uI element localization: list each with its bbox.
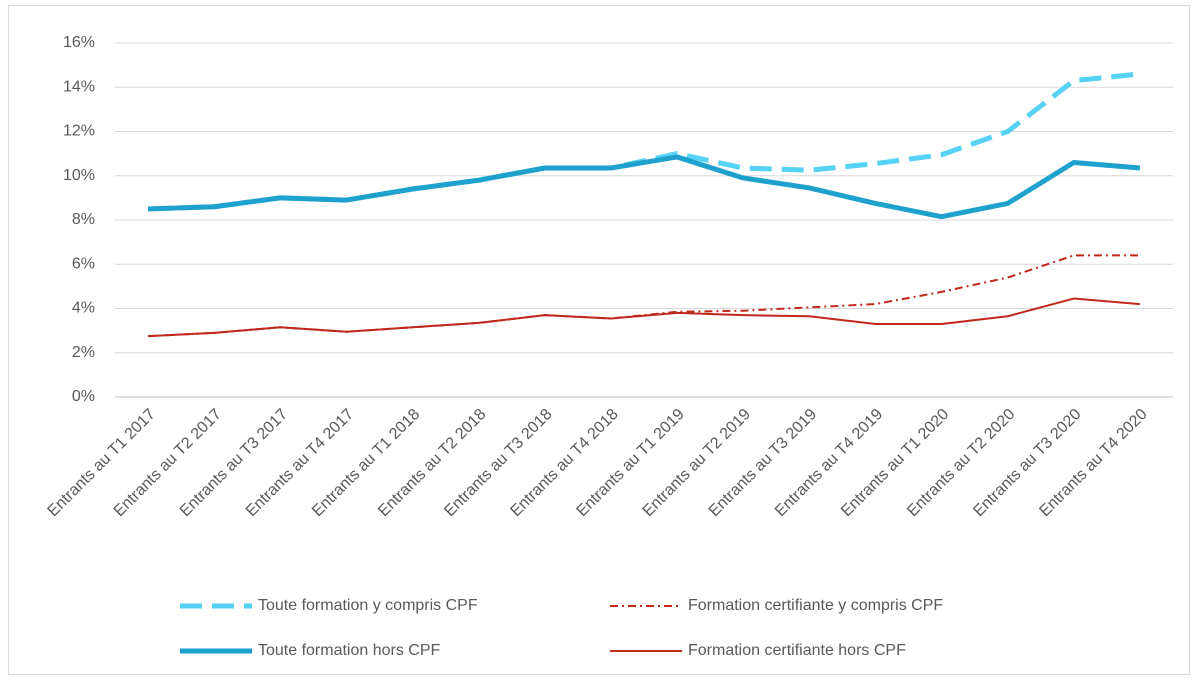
line-series bbox=[147, 154, 1141, 220]
y-tick-label: 10% bbox=[63, 167, 95, 184]
y-tick-label: 6% bbox=[72, 255, 95, 272]
y-tick-label: 4% bbox=[72, 300, 95, 317]
legend-label: Toute formation hors CPF bbox=[258, 642, 441, 659]
line-series bbox=[148, 297, 1141, 338]
y-tick-label: 12% bbox=[63, 123, 95, 140]
y-tick-label: 0% bbox=[72, 388, 95, 405]
legend-label: Toute formation y compris CPF bbox=[258, 597, 478, 614]
chart-border bbox=[8, 5, 1190, 675]
y-tick-label: 8% bbox=[72, 211, 95, 228]
legend-label: Formation certifiante y compris CPF bbox=[688, 597, 943, 614]
y-tick-label: 14% bbox=[63, 78, 95, 95]
legend-label: Formation certifiante hors CPF bbox=[688, 642, 906, 659]
y-tick-label: 2% bbox=[72, 344, 95, 361]
y-tick-label: 16% bbox=[63, 34, 95, 51]
